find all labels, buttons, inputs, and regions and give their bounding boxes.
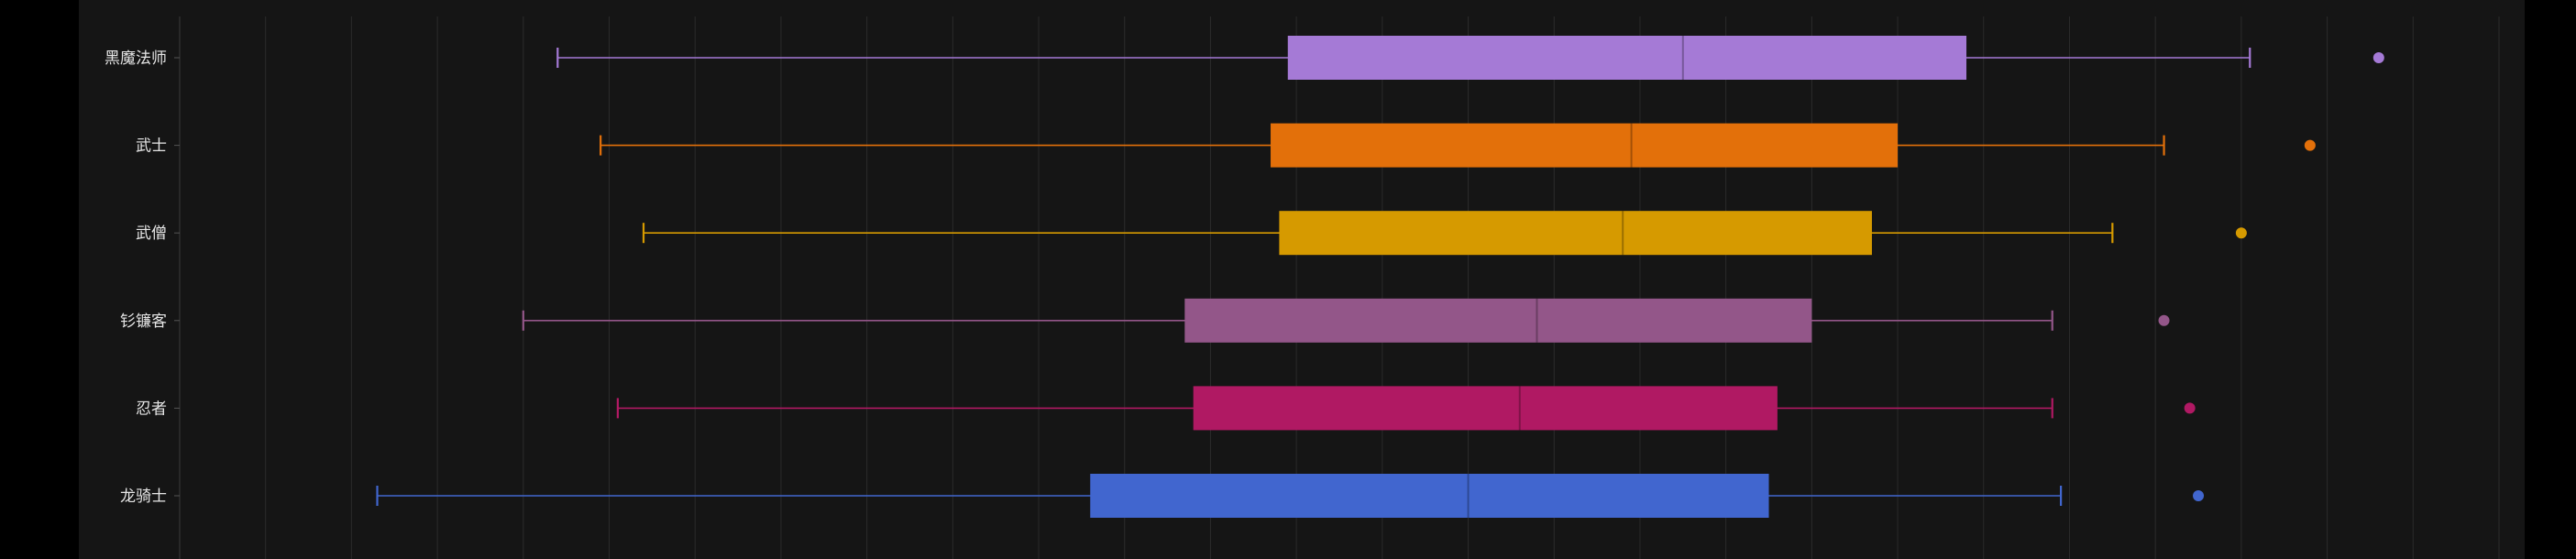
category-label: 武僧: [136, 225, 167, 243]
outlier-point: [2158, 314, 2170, 326]
box-group: [556, 36, 2384, 80]
iqr-box: [1090, 474, 1769, 518]
outlier-point: [2372, 52, 2384, 63]
outlier-point: [2193, 490, 2205, 501]
box-group: [376, 474, 2205, 518]
outlier-point: [2304, 139, 2316, 151]
chart-panel: 黑魔法师武士武僧钐镰客忍者龙骑士: [79, 0, 2525, 559]
iqr-box: [1193, 386, 1778, 431]
outlier-point: [2235, 227, 2247, 239]
iqr-box: [1271, 123, 1899, 168]
iqr-box: [1279, 211, 1872, 256]
boxes: [376, 36, 2384, 518]
category-label: 黑魔法师: [105, 49, 167, 68]
category-label: 钐镰客: [120, 312, 167, 331]
category-axis: [174, 16, 181, 559]
outlier-point: [2184, 402, 2196, 414]
box-group: [642, 211, 2247, 256]
iqr-box: [1184, 298, 1812, 343]
box-group: [600, 123, 2316, 168]
box-group: [522, 298, 2170, 343]
grid-lines: [265, 16, 2500, 559]
iqr-box: [1287, 36, 1967, 80]
category-label: 武士: [136, 137, 167, 156]
category-label: 忍者: [136, 400, 167, 418]
box-group: [616, 386, 2196, 431]
category-label: 龙骑士: [120, 488, 167, 506]
